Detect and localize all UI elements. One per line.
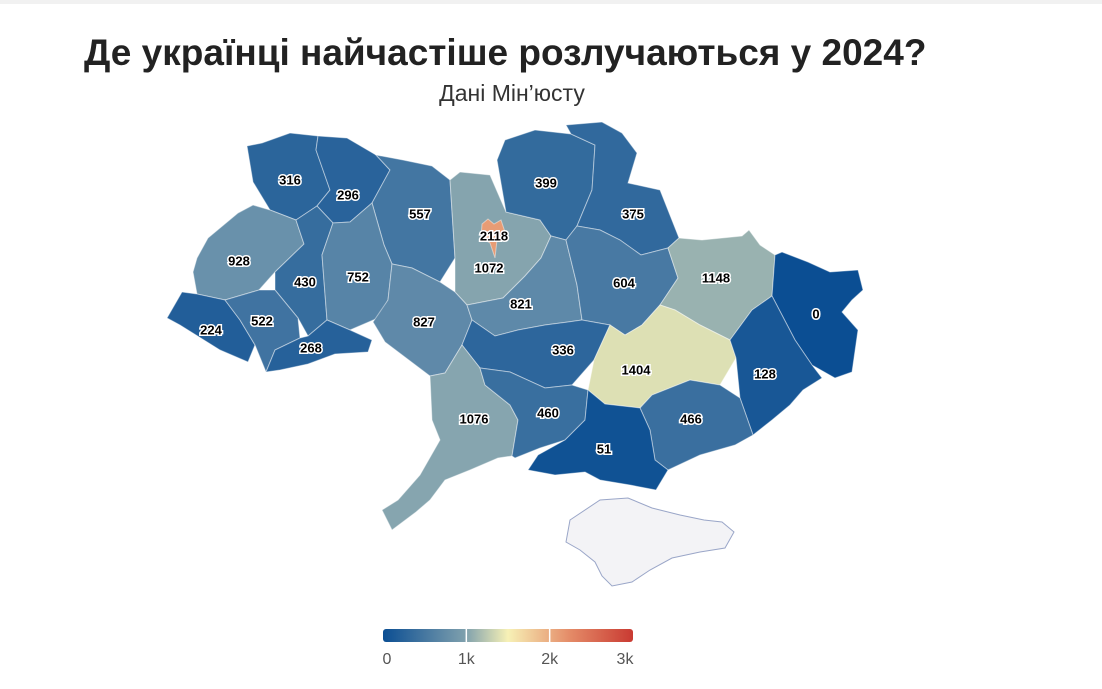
legend-tick-label: 1k	[458, 651, 476, 668]
value-label-chernihiv: 399	[535, 175, 557, 190]
region-mykolaiv[interactable]	[479, 367, 589, 459]
value-label-donetsk: 128	[754, 366, 776, 381]
legend-color-bar	[383, 629, 633, 642]
value-label-rivne: 296	[337, 187, 359, 202]
value-label-kharkiv: 1148	[702, 270, 730, 285]
value-label-zakarpattia: 224	[200, 322, 222, 337]
region-chernivtsi[interactable]	[265, 319, 373, 373]
value-label-vinnytsia: 827	[413, 314, 435, 329]
chart-title: Де українці найчастіше розлучаються у 20…	[84, 32, 927, 73]
color-legend: 0 1k 2k 3k	[383, 629, 635, 668]
value-label-kherson: 51	[597, 441, 611, 456]
region-kyiv-city[interactable]	[480, 218, 506, 259]
value-label-lviv: 928	[228, 253, 250, 268]
region-kherson[interactable]	[527, 389, 669, 491]
value-label-chernivtsi: 268	[300, 340, 322, 355]
value-label-volyn: 316	[279, 172, 301, 187]
value-label-odesa: 1076	[460, 411, 489, 426]
region-zaporizhzhia[interactable]	[639, 379, 754, 471]
region-zakarpattia[interactable]	[166, 291, 256, 363]
region-luhansk[interactable]	[771, 251, 864, 379]
value-label-kirovohrad: 336	[552, 342, 574, 357]
value-label-mykolaiv: 460	[537, 405, 559, 420]
value-label-ivano-frankivsk: 522	[251, 313, 273, 328]
value-label-kyiv-oblast: 1072	[475, 260, 504, 275]
value-label-dnipropetrovsk: 1404	[622, 362, 652, 377]
value-label-sumy: 375	[622, 206, 644, 221]
value-label-kyiv-city: 2118	[480, 228, 508, 243]
value-label-zhytomyr: 557	[409, 206, 431, 221]
value-label-poltava: 604	[613, 275, 635, 290]
value-label-cherkasy: 821	[510, 296, 532, 311]
chart-subtitle: Дані Мін’юсту	[439, 80, 585, 106]
region-kirovohrad[interactable]	[461, 319, 611, 389]
value-label-zaporizhzhia: 466	[680, 411, 702, 426]
value-label-luhansk: 0	[812, 306, 819, 321]
legend-tick-label: 0	[383, 651, 392, 668]
value-label-ternopil: 430	[294, 274, 316, 289]
top-border	[0, 0, 1102, 4]
region-crimea[interactable]	[565, 497, 735, 587]
legend-tick-label: 3k	[617, 651, 635, 668]
legend-tick-label: 2k	[541, 651, 559, 668]
value-label-khmelnytskyi: 752	[347, 269, 369, 284]
